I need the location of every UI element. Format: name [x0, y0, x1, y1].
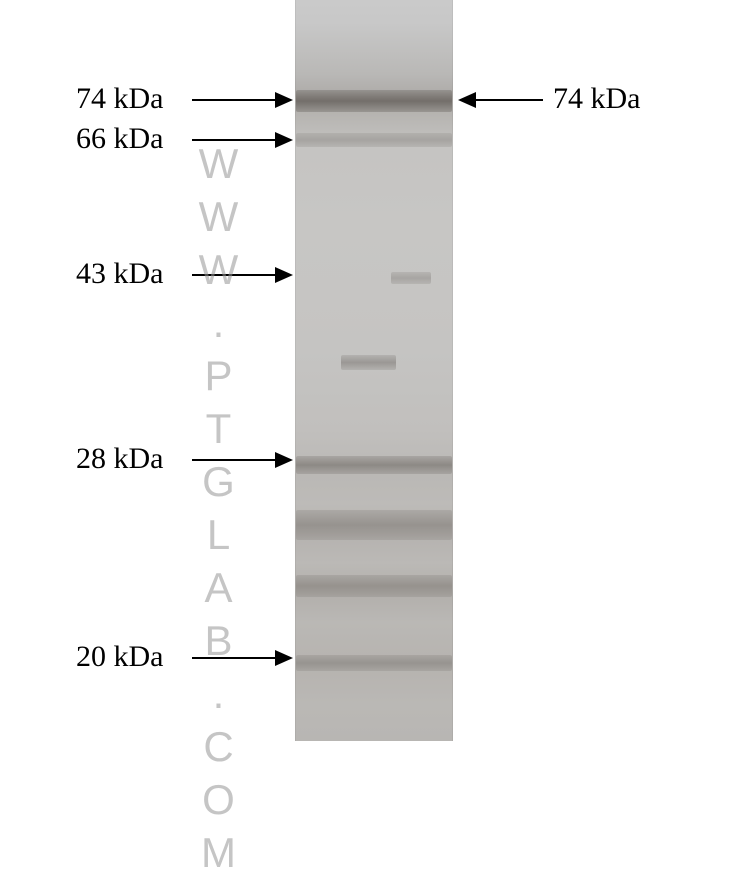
marker-label-43: 43 kDa — [76, 257, 163, 291]
arrow-28-left — [192, 459, 293, 461]
band-28kda — [296, 456, 452, 474]
band-74kda — [296, 90, 452, 112]
arrow-20-left — [192, 657, 293, 659]
gel-diagram: 74 kDa 66 kDa 43 kDa 28 kDa 20 kDa 74 kD… — [0, 0, 740, 741]
arrow-74-right — [458, 99, 543, 101]
arrow-66-left — [192, 139, 293, 141]
marker-label-74-right: 74 kDa — [553, 82, 640, 116]
watermark-text: WWW.PTGLAB.COM — [194, 140, 242, 882]
marker-label-66: 66 kDa — [76, 122, 163, 156]
marker-label-20: 20 kDa — [76, 640, 163, 674]
arrow-74-left — [192, 99, 293, 101]
gel-lane — [295, 0, 453, 741]
band-sub28b — [296, 575, 452, 597]
marker-label-28: 28 kDa — [76, 442, 163, 476]
marker-label-74: 74 kDa — [76, 82, 163, 116]
arrow-43-left — [192, 274, 293, 276]
band-sub28a — [296, 510, 452, 540]
band-43kda — [391, 272, 431, 284]
band-66kda — [296, 133, 452, 147]
band-20kda — [296, 655, 452, 671]
band-mid-faint — [341, 355, 396, 370]
